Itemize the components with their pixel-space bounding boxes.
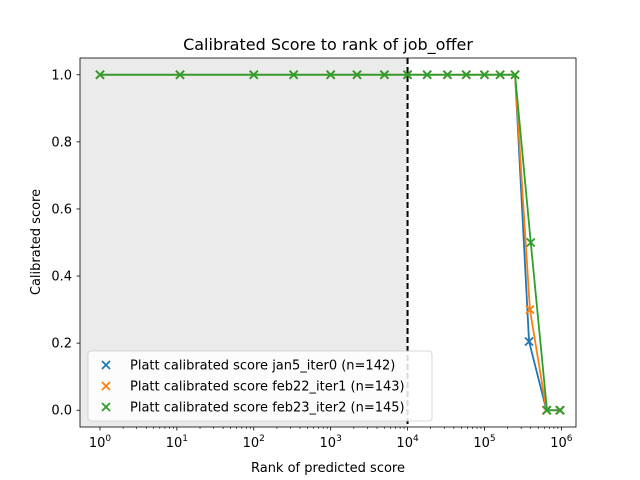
marker-s2-5 xyxy=(352,70,362,80)
y-tick-label-1: 0.2 xyxy=(51,337,72,352)
x-axis-label: Rank of predicted score xyxy=(251,461,405,476)
y-tick-label-3: 0.6 xyxy=(51,202,72,217)
chart-title: Calibrated Score to rank of job_offer xyxy=(183,35,473,55)
x-tick-label-6: 106 xyxy=(550,434,573,451)
marker-s1-14 xyxy=(525,304,535,315)
y-axis-label: Calibrated score xyxy=(29,189,44,295)
legend: Platt calibrated score jan5_iter0 (n=142… xyxy=(87,350,433,422)
series-markers xyxy=(95,70,565,415)
legend-marker-0 xyxy=(101,360,111,370)
x-tick-label-0: 100 xyxy=(89,434,112,451)
marker-s2-2 xyxy=(249,70,259,80)
x-tick-label-1: 101 xyxy=(166,434,188,451)
marker-s2-3 xyxy=(289,70,299,80)
y-tick-label-4: 0.8 xyxy=(51,135,72,150)
legend-label-0: Platt calibrated score jan5_iter0 (n=142… xyxy=(130,359,395,374)
marker-s2-7 xyxy=(402,70,413,80)
marker-s2-16 xyxy=(555,405,565,415)
plot-frame xyxy=(79,57,577,428)
marker-s2-15 xyxy=(542,405,552,415)
y-tick-label-0: 0.0 xyxy=(51,404,72,419)
x-tick-label-5: 105 xyxy=(473,434,495,451)
marker-s2-8 xyxy=(422,70,432,80)
marker-s2-4 xyxy=(326,70,336,80)
marker-s0-14 xyxy=(524,336,534,347)
y-axis-ticks: 0.0 0.2 0.4 0.6 0.8 1.0 xyxy=(51,68,80,419)
marker-s2-11 xyxy=(479,70,490,80)
marker-s2-9 xyxy=(442,70,453,80)
x-tick-label-4: 104 xyxy=(396,434,419,451)
marker-s2-14 xyxy=(526,237,536,248)
legend-label-2: Platt calibrated score feb23_iter2 (n=14… xyxy=(130,401,405,416)
legend-marker-1 xyxy=(101,381,111,391)
marker-s2-0 xyxy=(95,70,105,80)
y-tick-label-5: 1.0 xyxy=(51,68,72,83)
marker-s2-6 xyxy=(379,70,390,80)
marker-s2-13 xyxy=(510,70,520,80)
y-tick-label-2: 0.4 xyxy=(51,270,72,285)
legend-box xyxy=(87,350,433,422)
marker-s2-12 xyxy=(495,70,505,80)
marker-s2-1 xyxy=(175,70,185,80)
x-tick-label-2: 102 xyxy=(243,434,265,451)
x-axis-ticks: 100 101 102 103 104 105 106 xyxy=(89,427,573,451)
x-tick-label-3: 103 xyxy=(320,434,342,451)
legend-label-1: Platt calibrated score feb22_iter1 (n=14… xyxy=(130,380,405,395)
marker-s2-10 xyxy=(461,70,471,80)
legend-marker-2 xyxy=(101,402,111,412)
